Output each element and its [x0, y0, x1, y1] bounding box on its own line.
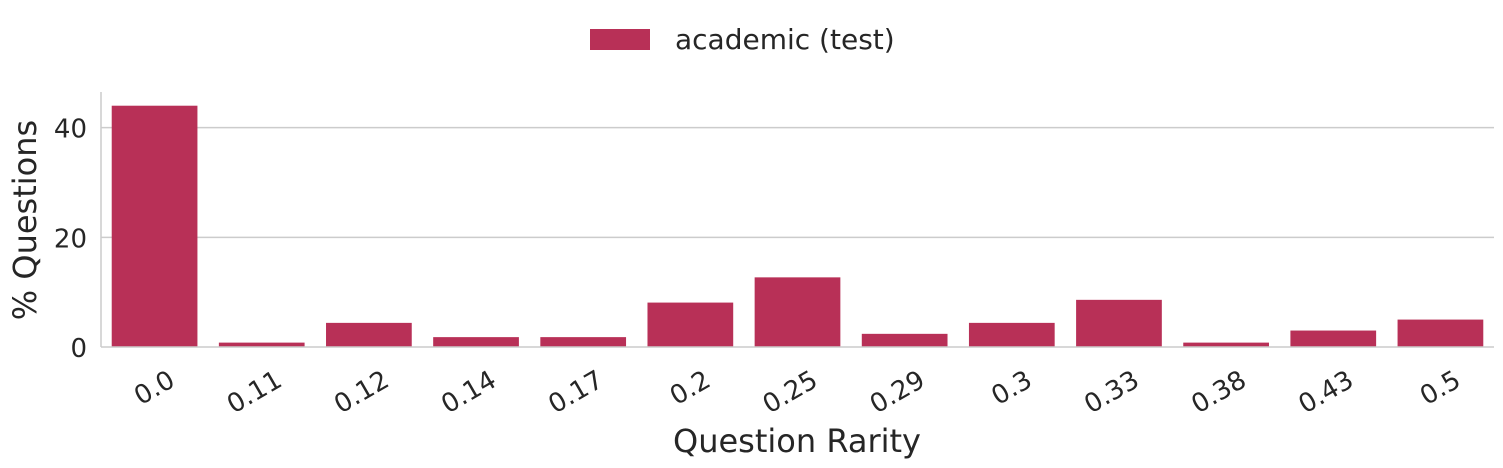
x-tick-label: 0.29 [865, 365, 930, 420]
axes [100, 92, 1494, 348]
x-tick-label: 0.17 [544, 365, 609, 420]
x-tick-label: 0.43 [1294, 365, 1359, 420]
bar [647, 302, 734, 347]
y-tick-label: 20 [54, 224, 87, 254]
bar [540, 337, 627, 347]
bars [111, 105, 1484, 347]
y-tick-labels: 0 20 40 [54, 115, 87, 364]
legend-label: academic (test) [675, 23, 895, 56]
x-tick-label: 0.2 [665, 365, 716, 412]
gridlines [101, 126, 1494, 239]
bar [1290, 330, 1377, 347]
x-tick-label: 0.11 [222, 365, 287, 420]
x-tick-labels: 0.0 0.11 0.12 0.14 0.17 0.2 0.25 0.29 0.3 0.33 0.3… [129, 365, 1466, 420]
legend: academic (test) [590, 23, 895, 56]
y-tick-label: 0 [70, 334, 87, 364]
x-axis-title: Question Rarity [673, 422, 921, 460]
bar [218, 342, 305, 347]
bar [111, 105, 198, 347]
bar [1076, 299, 1162, 347]
y-axis-title: % Questions [6, 120, 44, 320]
legend-swatch [590, 29, 650, 50]
x-tick-label: 0.25 [758, 365, 823, 420]
bar [754, 277, 841, 347]
bar [1397, 319, 1484, 347]
bar [326, 322, 412, 347]
bar [1183, 342, 1269, 347]
x-tick-label: 0.5 [1415, 365, 1466, 412]
x-tick-label: 0.33 [1079, 365, 1144, 420]
bar [433, 337, 519, 347]
x-tick-label: 0.38 [1186, 365, 1251, 420]
x-tick-label: 0.3 [986, 365, 1037, 412]
x-tick-label: 0.0 [129, 365, 180, 412]
x-tick-label: 0.12 [329, 365, 394, 420]
bar [861, 333, 948, 347]
y-tick-label: 40 [54, 115, 87, 145]
x-tick-label: 0.14 [436, 365, 501, 420]
bar [968, 322, 1055, 347]
